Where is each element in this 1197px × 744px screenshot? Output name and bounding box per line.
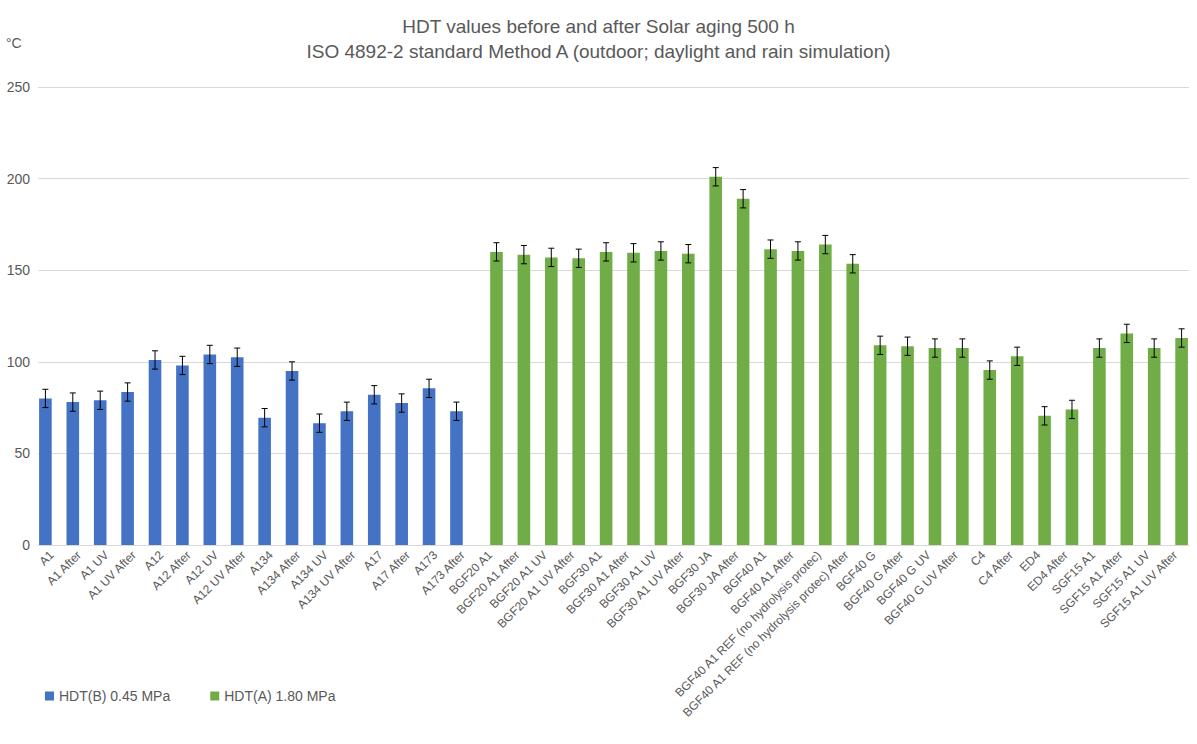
- svg-text:BGF20 A1 UV After: BGF20 A1 UV After: [494, 548, 578, 631]
- svg-text:BGF30 A1 After: BGF30 A1 After: [563, 548, 633, 617]
- svg-text:BGF30 JA After: BGF30 JA After: [673, 548, 742, 617]
- svg-text:A17 After: A17 After: [368, 548, 413, 593]
- svg-text:HDT values before and after So: HDT values before and after Solar aging …: [402, 16, 795, 37]
- svg-text:A1: A1: [36, 548, 57, 569]
- svg-text:BGF40 G UV After: BGF40 G UV After: [881, 548, 961, 628]
- svg-text:BGF40 A1 REF (no hydrolysis pr: BGF40 A1 REF (no hydrolysis protec): [672, 548, 824, 700]
- svg-text:BGF30 A1 UV: BGF30 A1 UV: [596, 548, 660, 612]
- svg-text:BGF40 G After: BGF40 G After: [840, 548, 907, 614]
- svg-text:BGF20 A1: BGF20 A1: [446, 548, 496, 598]
- svg-text:SGF15 A1 UV After: SGF15 A1 UV After: [1097, 548, 1180, 631]
- svg-text:°C: °C: [6, 35, 22, 51]
- svg-text:100: 100: [7, 354, 31, 370]
- svg-text:ISO 4892-2 standard Method A (: ISO 4892-2 standard Method A (outdoor; d…: [306, 41, 890, 62]
- svg-text:C4: C4: [968, 548, 989, 569]
- svg-text:A12 After: A12 After: [149, 548, 194, 593]
- svg-text:BGF30 A1 UV After: BGF30 A1 UV After: [604, 548, 687, 631]
- svg-text:SGF15 A1: SGF15 A1: [1049, 548, 1098, 598]
- svg-text:BGF30 A1: BGF30 A1: [555, 548, 605, 598]
- svg-text:BGF40 A1 After: BGF40 A1 After: [727, 548, 797, 617]
- svg-text:250: 250: [7, 79, 31, 95]
- svg-text:BGF40 G: BGF40 G: [833, 548, 879, 594]
- svg-text:A1 UV After: A1 UV After: [85, 548, 139, 602]
- svg-text:BGF20 A1 After: BGF20 A1 After: [453, 548, 523, 617]
- svg-text:C4 After: C4 After: [975, 548, 1016, 589]
- svg-text:A173 After: A173 After: [418, 548, 468, 598]
- svg-text:200: 200: [7, 171, 31, 187]
- svg-text:0: 0: [22, 537, 30, 553]
- svg-text:HDT(B) 0.45 MPa: HDT(B) 0.45 MPa: [59, 688, 170, 704]
- svg-text:A134: A134: [246, 548, 276, 578]
- svg-text:ED4: ED4: [1016, 548, 1044, 575]
- svg-text:SGF15 A1 After: SGF15 A1 After: [1056, 548, 1126, 617]
- svg-text:BGF30 JA: BGF30 JA: [665, 548, 715, 598]
- svg-text:150: 150: [7, 262, 31, 278]
- svg-text:A134 UV After: A134 UV After: [294, 548, 358, 612]
- svg-text:50: 50: [14, 445, 30, 461]
- svg-text:BGF20 A1 UV: BGF20 A1 UV: [486, 548, 550, 612]
- svg-text:ED4 After: ED4 After: [1024, 548, 1071, 595]
- svg-text:A173: A173: [410, 548, 441, 578]
- svg-text:A134 After: A134 After: [253, 548, 304, 598]
- svg-text:HDT(A) 1.80 MPa: HDT(A) 1.80 MPa: [224, 688, 335, 704]
- svg-text:A1 After: A1 After: [44, 548, 84, 588]
- svg-text:BGF40 A1 REF (no hydrolysis pr: BGF40 A1 REF (no hydrolysis protec) Afte…: [680, 548, 851, 719]
- svg-text:A12 UV After: A12 UV After: [190, 548, 249, 607]
